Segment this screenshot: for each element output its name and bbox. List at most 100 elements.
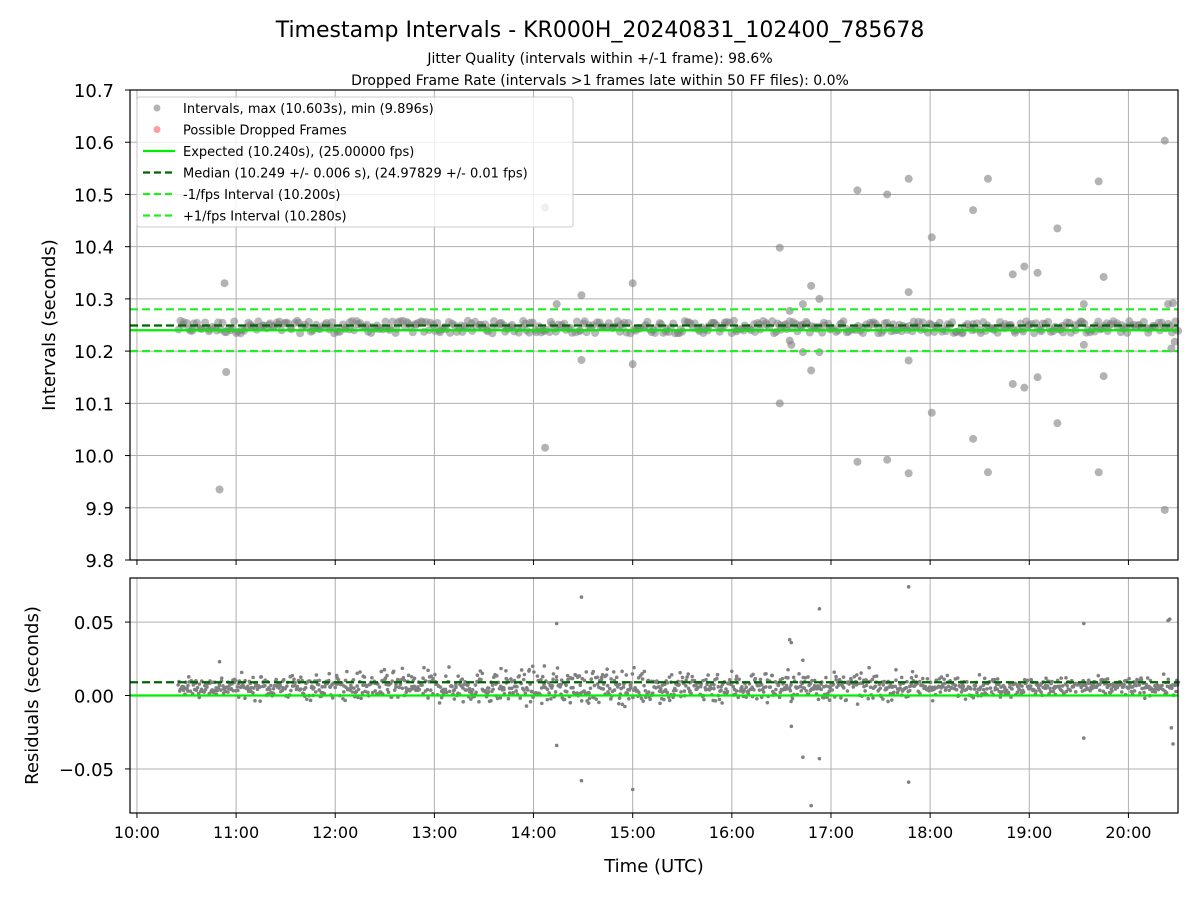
residual-point — [617, 682, 622, 687]
residual-point — [770, 673, 775, 678]
residual-point — [1096, 673, 1101, 678]
residual-point — [355, 684, 359, 688]
chart-subtitle-jitter: Jitter Quality (intervals within +/-1 fr… — [426, 51, 772, 67]
interval-outlier-point — [969, 434, 978, 443]
residual-point — [729, 669, 734, 674]
residual-point — [975, 690, 979, 695]
residual-point — [776, 683, 781, 687]
residual-point — [578, 683, 583, 688]
residual-point — [640, 677, 645, 681]
residual-point — [1021, 690, 1026, 694]
residual-point — [630, 672, 635, 676]
residual-point — [982, 676, 987, 681]
bottom-y-axis-label: Residuals (seconds) — [22, 606, 43, 785]
residual-point — [834, 674, 838, 679]
interval-outlier-point — [904, 174, 913, 183]
residual-point — [642, 669, 647, 674]
residual-point — [827, 689, 832, 693]
residual-point — [327, 671, 332, 676]
residual-point — [662, 697, 666, 702]
residual-point — [263, 683, 267, 688]
residual-point — [914, 674, 918, 679]
interval-point — [327, 318, 336, 327]
residual-point — [643, 689, 648, 693]
top-reference-lines — [130, 308, 1178, 353]
residual-point — [620, 669, 624, 674]
residual-point — [1145, 676, 1150, 680]
residual-point — [612, 688, 617, 692]
residual-point — [239, 670, 244, 675]
residual-point — [640, 671, 644, 676]
residual-point — [527, 667, 532, 672]
residual-point — [397, 685, 401, 690]
residual-point — [474, 690, 478, 695]
residual-point — [540, 674, 545, 679]
residual-point — [466, 682, 470, 687]
residual-point — [549, 697, 553, 701]
residual-point — [352, 686, 356, 690]
residual-point — [941, 684, 945, 689]
residual-point — [642, 683, 646, 688]
residual-point — [702, 697, 706, 702]
residual-point — [1164, 690, 1169, 695]
interval-outlier-point — [1170, 337, 1179, 346]
residual-point — [547, 691, 551, 695]
residual-point — [943, 681, 947, 686]
residual-point — [1064, 689, 1069, 694]
residual-point — [361, 683, 365, 687]
residual-point — [799, 689, 803, 693]
residual-point — [570, 676, 575, 681]
interval-outlier-point — [1099, 372, 1108, 381]
residual-point — [258, 685, 262, 689]
residual-point — [452, 697, 457, 701]
residual-point — [390, 679, 395, 683]
interval-outlier-point — [785, 306, 794, 315]
residual-point — [614, 675, 619, 680]
residual-point — [1098, 688, 1102, 693]
residual-point — [587, 691, 591, 695]
residual-point — [512, 684, 517, 689]
intervals-panel: 9.8 9.9 10.0 10.1 10.2 10.3 10.4 10.5 10.6 10.7 I… — [39, 81, 1183, 572]
residual-point — [1044, 676, 1048, 681]
residual-point — [751, 672, 755, 677]
residual-outlier-point — [579, 595, 584, 599]
residual-point — [802, 686, 807, 690]
residual-point — [904, 685, 909, 690]
residual-point — [734, 677, 738, 682]
residual-point — [1170, 686, 1174, 690]
residual-point — [715, 676, 719, 681]
interval-outlier-point — [927, 408, 936, 417]
residual-point — [528, 699, 533, 704]
residual-point — [591, 669, 596, 674]
interval-point — [643, 317, 652, 326]
residual-point — [550, 683, 555, 688]
top-y-tick-label: 9.9 — [85, 499, 114, 520]
residual-point — [992, 677, 997, 682]
interval-point — [507, 320, 516, 329]
interval-outlier-point — [904, 469, 913, 478]
residual-point — [191, 683, 196, 687]
residual-point — [1137, 683, 1142, 687]
residual-point — [682, 689, 687, 693]
residual-point — [398, 682, 403, 687]
residual-point — [888, 682, 893, 687]
residual-point — [621, 685, 626, 689]
residual-point — [507, 691, 512, 695]
residual-outlier-point — [1169, 726, 1174, 730]
interval-outlier-point — [883, 190, 892, 199]
residual-point — [827, 698, 832, 702]
bottom-y-ticks: −0.05 0.00 0.05 — [59, 613, 130, 781]
residual-point — [938, 690, 943, 694]
residual-point — [894, 667, 898, 672]
residual-point — [832, 670, 837, 674]
residual-point — [447, 665, 451, 669]
residual-point — [1130, 685, 1135, 689]
residual-point — [504, 669, 508, 673]
residual-point — [1134, 683, 1138, 688]
residual-point — [514, 689, 519, 693]
interval-outlier-point — [1169, 299, 1178, 308]
residual-point — [852, 674, 857, 679]
bottom-y-tick-label: −0.05 — [59, 760, 114, 781]
residual-point — [530, 690, 535, 694]
residual-point — [624, 673, 629, 677]
